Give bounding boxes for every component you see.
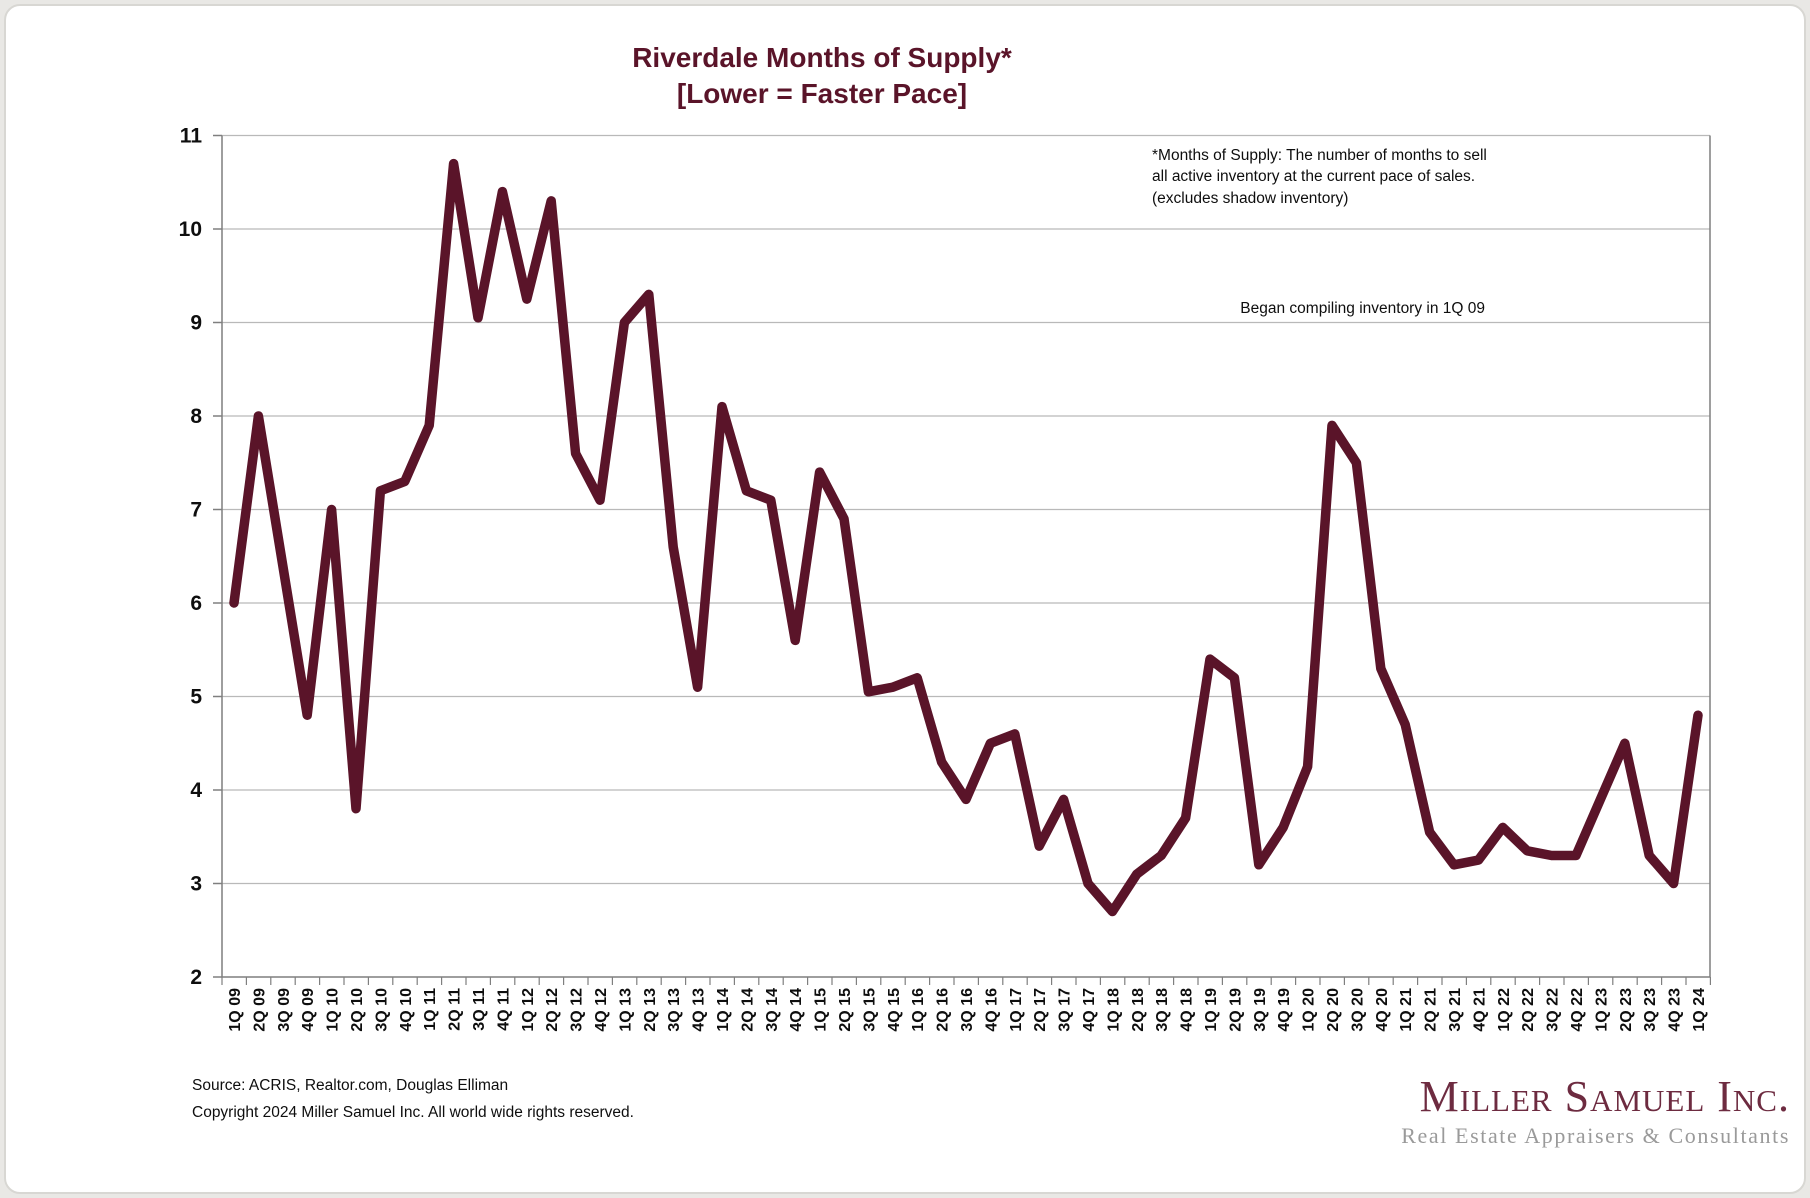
x-axis-labels: 1Q 09 2Q 09 3Q 09 4Q 09 1Q 10 2Q 10 3Q 10 4Q 10…	[227, 988, 1708, 1032]
svg-text:1Q 22: 1Q 22	[1496, 988, 1513, 1032]
svg-text:2Q 17: 2Q 17	[1032, 988, 1049, 1032]
chart-title: Riverdale Months of Supply* [Lower = Fas…	[222, 40, 1422, 112]
svg-text:3Q 10: 3Q 10	[373, 988, 390, 1032]
svg-text:11: 11	[180, 125, 203, 148]
svg-text:3Q 23: 3Q 23	[1642, 988, 1659, 1032]
svg-text:2Q 21: 2Q 21	[1423, 988, 1440, 1032]
svg-text:2: 2	[190, 966, 202, 989]
svg-text:4: 4	[190, 779, 202, 802]
axis-frame	[213, 134, 1712, 985]
svg-text:3: 3	[190, 873, 202, 896]
y-gridlines	[222, 134, 1710, 885]
svg-text:1Q 09: 1Q 09	[227, 988, 244, 1032]
svg-text:2Q 11: 2Q 11	[447, 988, 464, 1031]
chart-title-line2: [Lower = Faster Pace]	[676, 77, 968, 109]
svg-text:3Q 17: 3Q 17	[1057, 988, 1074, 1032]
svg-text:2Q 09: 2Q 09	[251, 988, 268, 1032]
svg-text:2Q 20: 2Q 20	[1325, 988, 1342, 1032]
svg-text:1Q 21: 1Q 21	[1398, 988, 1415, 1032]
svg-text:1Q 19: 1Q 19	[1203, 988, 1220, 1032]
y-axis-labels: 2 3 4 5 6 7 8 9 10 11	[179, 125, 203, 990]
svg-text:9: 9	[190, 312, 202, 335]
supply-definition-note: *Months of Supply: The number of months …	[1152, 145, 1522, 209]
inventory-start-note: Began compiling inventory in 1Q 09	[1240, 300, 1485, 317]
svg-text:1Q 18: 1Q 18	[1105, 988, 1122, 1032]
svg-text:1Q 10: 1Q 10	[325, 988, 342, 1032]
svg-text:3Q 11: 3Q 11	[471, 988, 488, 1031]
svg-text:1Q 17: 1Q 17	[1008, 988, 1025, 1032]
svg-text:1Q 11: 1Q 11	[422, 988, 439, 1031]
svg-text:4Q 11: 4Q 11	[495, 988, 512, 1031]
svg-text:1Q 15: 1Q 15	[813, 988, 830, 1032]
svg-text:2Q 14: 2Q 14	[739, 988, 756, 1032]
svg-text:3Q 12: 3Q 12	[569, 988, 586, 1032]
svg-text:1Q 13: 1Q 13	[617, 988, 634, 1032]
svg-text:3Q 15: 3Q 15	[861, 988, 878, 1032]
svg-text:3Q 21: 3Q 21	[1447, 988, 1464, 1032]
svg-text:4Q 14: 4Q 14	[788, 988, 805, 1032]
svg-text:2Q 19: 2Q 19	[1227, 988, 1244, 1032]
svg-text:4Q 20: 4Q 20	[1374, 988, 1391, 1032]
svg-text:1Q 24: 1Q 24	[1691, 988, 1708, 1032]
svg-text:10: 10	[179, 218, 202, 241]
svg-text:3Q 09: 3Q 09	[276, 988, 293, 1032]
source-line: Source: ACRIS, Realtor.com, Douglas Elli…	[192, 1077, 509, 1094]
svg-text:2Q 12: 2Q 12	[544, 988, 561, 1032]
svg-text:3Q 22: 3Q 22	[1545, 988, 1562, 1032]
svg-text:4Q 10: 4Q 10	[398, 988, 415, 1032]
svg-text:4Q 23: 4Q 23	[1667, 988, 1684, 1032]
copyright-line: Copyright 2024 Miller Samuel Inc. All wo…	[192, 1103, 634, 1121]
svg-text:2Q 18: 2Q 18	[1130, 988, 1147, 1032]
svg-text:4Q 12: 4Q 12	[593, 988, 610, 1032]
svg-text:1Q 20: 1Q 20	[1301, 988, 1318, 1032]
svg-text:8: 8	[190, 405, 202, 428]
svg-text:4Q 13: 4Q 13	[691, 988, 708, 1032]
svg-text:3Q 14: 3Q 14	[764, 988, 781, 1032]
svg-text:4Q 09: 4Q 09	[300, 988, 317, 1032]
svg-text:4Q 22: 4Q 22	[1569, 988, 1586, 1032]
svg-text:1Q 16: 1Q 16	[910, 988, 927, 1032]
supply-data-line	[229, 158, 1703, 917]
logo-company-name: Miller Samuel Inc.	[1419, 1072, 1790, 1121]
svg-text:2Q 13: 2Q 13	[642, 988, 659, 1032]
svg-text:4Q 21: 4Q 21	[1471, 988, 1488, 1032]
svg-text:3Q 18: 3Q 18	[1154, 988, 1171, 1032]
svg-text:2Q 10: 2Q 10	[349, 988, 366, 1032]
svg-text:4Q 15: 4Q 15	[886, 988, 903, 1032]
svg-text:4Q 16: 4Q 16	[983, 988, 1000, 1032]
logo-tagline: Real Estate Appraisers & Consultants	[1401, 1123, 1790, 1149]
svg-text:2Q 16: 2Q 16	[935, 988, 952, 1032]
svg-text:2Q 15: 2Q 15	[837, 988, 854, 1032]
chart-title-line1: Riverdale Months of Supply*	[632, 42, 1012, 73]
chart-card	[4, 4, 1806, 1194]
supply-definition-line2: all active inventory at the current pace…	[1152, 168, 1476, 186]
svg-text:1Q 14: 1Q 14	[715, 988, 732, 1032]
supply-definition-line3: (excludes shadow inventory)	[1152, 189, 1349, 207]
svg-text:3Q 20: 3Q 20	[1349, 988, 1366, 1032]
source-block: Source: ACRIS, Realtor.com, Douglas Elli…	[192, 1078, 634, 1120]
svg-text:4Q 17: 4Q 17	[1081, 988, 1098, 1032]
svg-text:4Q 19: 4Q 19	[1276, 988, 1293, 1032]
svg-text:3Q 19: 3Q 19	[1252, 988, 1269, 1032]
svg-text:1Q 12: 1Q 12	[520, 988, 537, 1032]
svg-text:7: 7	[190, 499, 202, 522]
svg-text:3Q 13: 3Q 13	[666, 988, 683, 1032]
svg-text:6: 6	[190, 592, 202, 615]
svg-text:3Q 16: 3Q 16	[959, 988, 976, 1032]
svg-text:1Q 23: 1Q 23	[1593, 988, 1610, 1032]
svg-text:4Q 18: 4Q 18	[1179, 988, 1196, 1032]
svg-text:2Q 22: 2Q 22	[1520, 988, 1537, 1032]
miller-samuel-logo: Miller Samuel Inc. Real Estate Appraiser…	[1401, 1072, 1790, 1149]
svg-text:5: 5	[190, 686, 202, 709]
svg-text:2Q 23: 2Q 23	[1618, 988, 1635, 1032]
supply-definition-line1: *Months of Supply: The number of months …	[1152, 147, 1487, 164]
